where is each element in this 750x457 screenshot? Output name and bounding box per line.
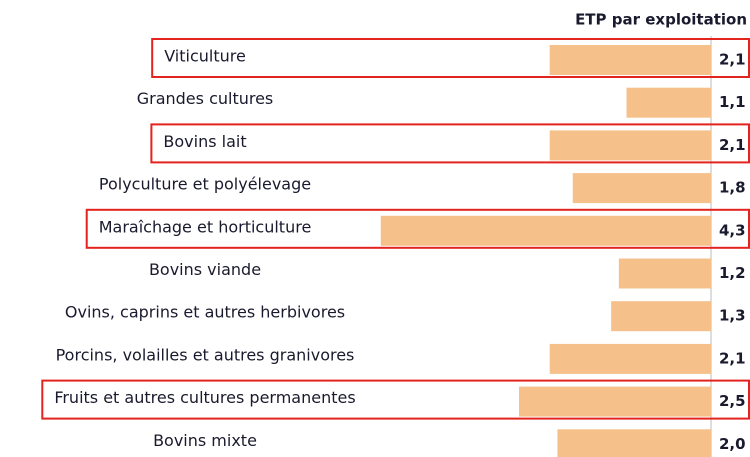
bar <box>519 386 711 417</box>
category-label: Bovins viande <box>149 260 261 279</box>
value-label: 2,5 <box>719 392 746 410</box>
bar <box>549 45 711 75</box>
highlight-box <box>85 208 750 249</box>
category-label: Bovins lait <box>163 132 246 151</box>
category-label: Fruits et autres cultures permanentes <box>54 388 355 407</box>
value-label: 1,8 <box>719 179 746 197</box>
category-label: Polyculture et polyélevage <box>99 175 311 194</box>
bar <box>557 429 711 457</box>
category-label: Maraîchage et horticulture <box>99 217 312 236</box>
category-label: Viticulture <box>164 47 246 66</box>
highlight-box <box>41 379 750 420</box>
value-label: 1,3 <box>719 307 746 325</box>
value-label: 1,2 <box>719 264 746 282</box>
category-label: Porcins, volailles et autres granivores <box>56 345 355 364</box>
value-label: 2,0 <box>719 435 746 453</box>
category-label: Ovins, caprins et autres herbivores <box>65 303 345 322</box>
value-label: 2,1 <box>719 136 746 154</box>
bar <box>380 215 711 246</box>
highlight-box <box>151 38 750 78</box>
bar <box>549 343 711 374</box>
bar <box>572 173 711 204</box>
bar <box>611 301 711 332</box>
bar <box>618 258 711 289</box>
column-header: ETP par exploitation <box>575 11 747 29</box>
value-label: 4,3 <box>719 221 746 239</box>
bar <box>626 87 711 118</box>
category-label: Bovins mixte <box>153 431 257 450</box>
value-label: 2,1 <box>719 51 746 69</box>
bar <box>549 130 711 161</box>
category-label: Grandes cultures <box>137 89 274 108</box>
value-label: 1,1 <box>719 93 746 111</box>
highlight-box <box>150 123 750 164</box>
value-label: 2,1 <box>719 349 746 367</box>
